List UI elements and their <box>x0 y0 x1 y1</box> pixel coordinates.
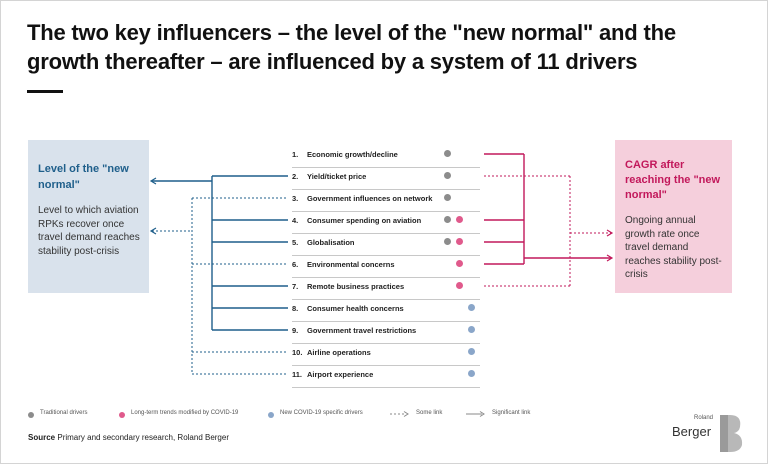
new-normal-level-description: Level to which aviation RPKs recover onc… <box>38 205 140 257</box>
legend: Traditional drivers Long-term trends mod… <box>28 409 588 423</box>
driver-label: Consumer health concerns <box>307 304 404 313</box>
driver-row: 9. Government travel restrictions <box>292 322 480 344</box>
title-underline <box>27 90 63 93</box>
new-covid-driver-dot-icon <box>468 348 475 355</box>
logo-small-text: Roland <box>694 415 714 421</box>
source-label: Source <box>28 433 56 442</box>
driver-label: Globalisation <box>307 238 355 247</box>
driver-row: 11. Airport experience <box>292 366 480 388</box>
long-term-driver-dot-icon <box>456 260 463 267</box>
traditional-driver-dot-icon <box>444 150 451 157</box>
solid-arrow-icon <box>466 411 485 417</box>
driver-row: 5. Globalisation <box>292 234 480 256</box>
driver-number: 5. <box>292 238 299 247</box>
driver-label: Economic growth/decline <box>307 150 398 159</box>
driver-number: 2. <box>292 172 299 181</box>
dashed-arrow-icon <box>390 411 409 417</box>
driver-number: 10. <box>292 348 303 357</box>
source-note: Source Primary and secondary research, R… <box>28 433 229 442</box>
driver-number: 7. <box>292 282 299 291</box>
arrow-to-cagr-significant <box>606 254 614 262</box>
driver-label: Remote business practices <box>307 282 405 291</box>
new-normal-level-title: Level of the "new normal" <box>38 163 129 191</box>
driver-number: 1. <box>292 150 299 159</box>
roland-berger-logo: Roland Berger <box>672 413 744 453</box>
new-normal-level-box: Level of the "new normal" Level to which… <box>28 140 149 293</box>
cagr-description: Ongoing annual growth rate once travel d… <box>625 215 722 280</box>
legend-significant-link-label: Significant link <box>492 410 531 416</box>
driver-label: Government influences on network <box>307 194 433 203</box>
driver-label: Consumer spending on aviation <box>307 216 422 225</box>
arrow-to-level-significant <box>149 177 157 185</box>
logo-big-text: Berger <box>672 424 712 439</box>
driver-row: 3. Government influences on network <box>292 190 480 212</box>
source-text: Primary and secondary research, Roland B… <box>57 433 229 442</box>
traditional-driver-dot-icon <box>444 238 451 245</box>
grey-dot-icon <box>28 412 34 418</box>
legend-some-link-label: Some link <box>416 410 443 416</box>
legend-new-covid-label: New COVID-19 specific drivers <box>280 410 363 416</box>
driver-row: 10. Airline operations <box>292 344 480 366</box>
driver-label: Environmental concerns <box>307 260 395 269</box>
legend-traditional-label: Traditional drivers <box>40 410 88 416</box>
long-term-driver-dot-icon <box>456 238 463 245</box>
new-covid-driver-dot-icon <box>468 370 475 377</box>
traditional-driver-dot-icon <box>444 216 451 223</box>
driver-label: Government travel restrictions <box>307 326 417 335</box>
blue-dot-icon <box>268 412 274 418</box>
cagr-box: CAGR after reaching the "new normal" Ong… <box>615 140 732 293</box>
driver-number: 9. <box>292 326 299 335</box>
driver-row: 6. Environmental concerns <box>292 256 480 278</box>
driver-row: 1. Economic growth/decline <box>292 146 480 168</box>
driver-number: 6. <box>292 260 299 269</box>
driver-label: Yield/ticket price <box>307 172 367 181</box>
new-covid-driver-dot-icon <box>468 326 475 333</box>
slide-title: The two key influencers – the level of t… <box>27 20 676 74</box>
new-covid-driver-dot-icon <box>468 304 475 311</box>
traditional-driver-dot-icon <box>444 172 451 179</box>
driver-label: Airport experience <box>307 370 374 379</box>
cagr-title: CAGR after reaching the "new normal" <box>625 159 721 201</box>
driver-label: Airline operations <box>307 348 371 357</box>
arrow-to-cagr-some <box>606 229 614 237</box>
driver-number: 4. <box>292 216 299 225</box>
traditional-driver-dot-icon <box>444 194 451 201</box>
pink-dot-icon <box>119 412 125 418</box>
logo-b-mark-icon <box>720 415 743 452</box>
arrow-to-level-some <box>149 227 157 235</box>
driver-number: 8. <box>292 304 299 313</box>
driver-row: 8. Consumer health concerns <box>292 300 480 322</box>
long-term-driver-dot-icon <box>456 216 463 223</box>
driver-row: 7. Remote business practices <box>292 278 480 300</box>
driver-row: 4. Consumer spending on aviation <box>292 212 480 234</box>
driver-row: 2. Yield/ticket price <box>292 168 480 190</box>
long-term-driver-dot-icon <box>456 282 463 289</box>
driver-number: 11. <box>292 370 303 379</box>
driver-number: 3. <box>292 194 299 203</box>
legend-long-term-label: Long-term trends modified by COVID-19 <box>131 410 239 416</box>
